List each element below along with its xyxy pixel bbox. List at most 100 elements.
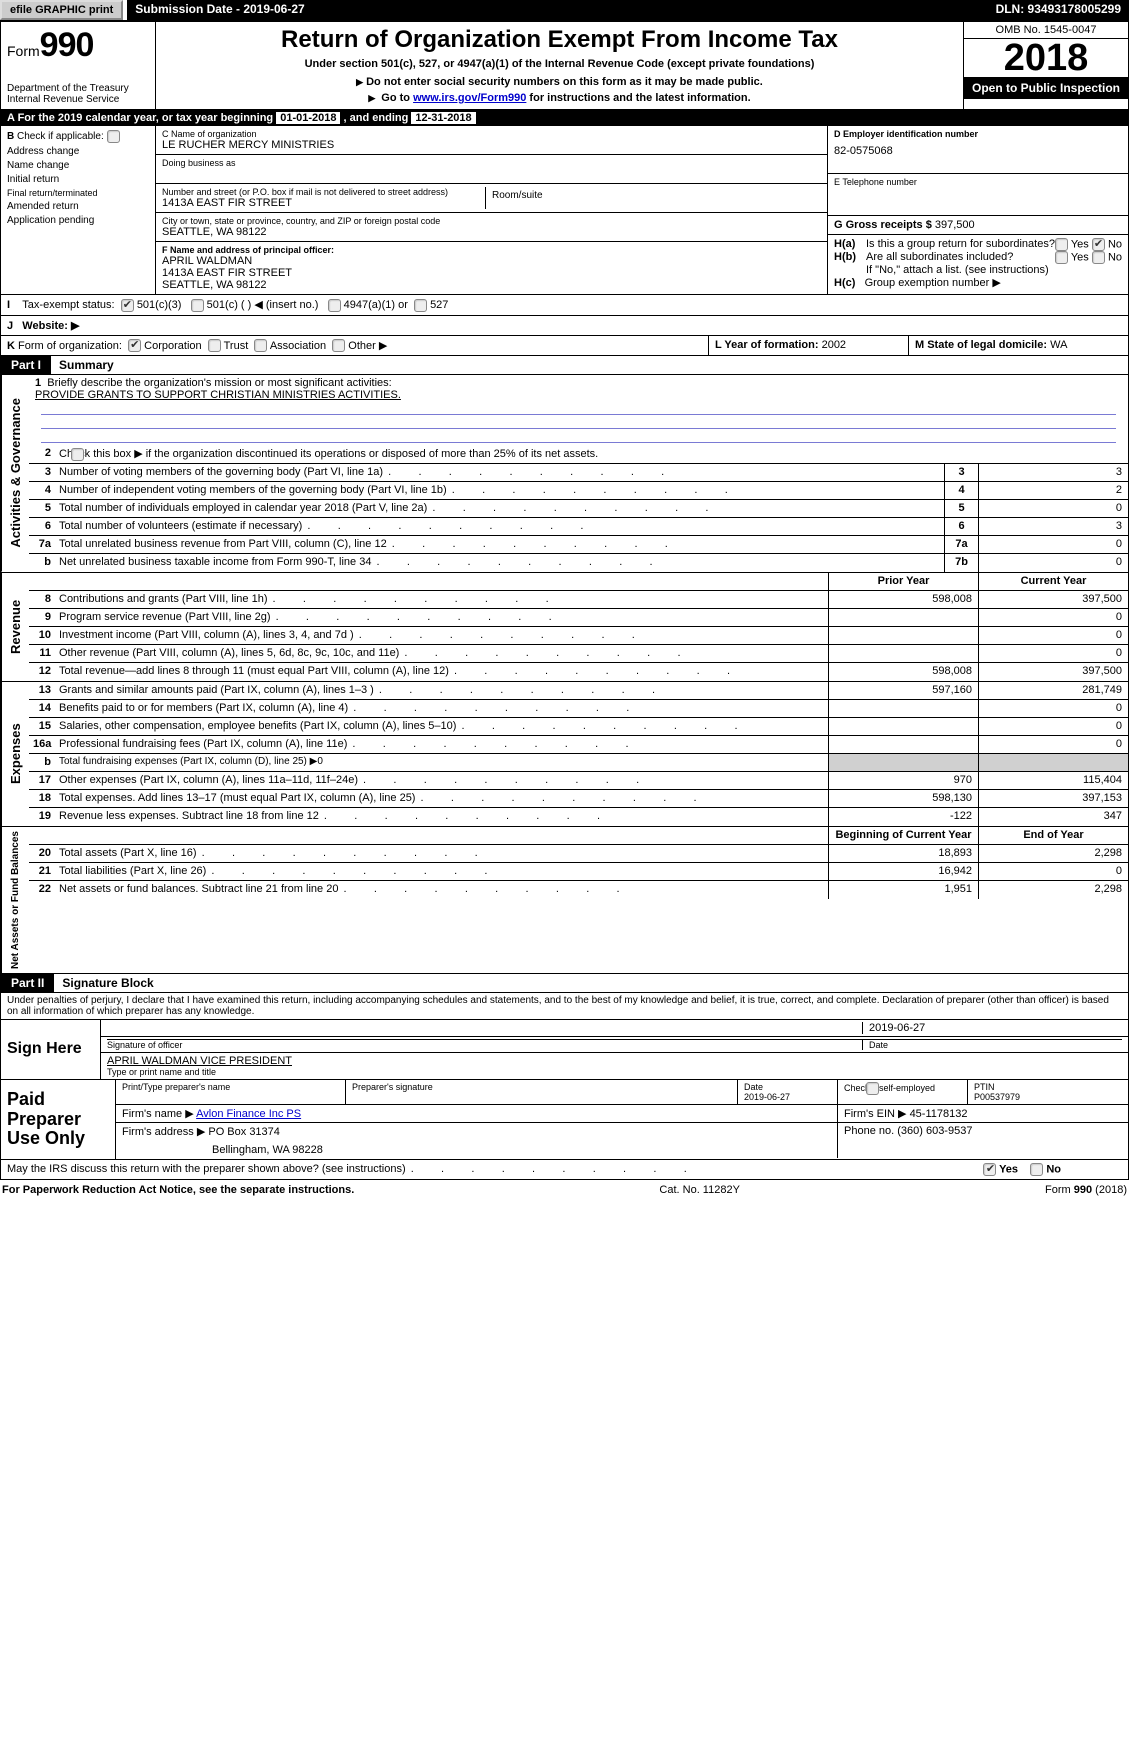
net-desc: Net assets or fund balances. Subtract li… <box>55 881 828 899</box>
K-o4-label: Other ▶ <box>348 340 387 352</box>
exp-cy: 0 <box>978 736 1128 753</box>
firm-name-link[interactable]: Avlon Finance Inc PS <box>196 1108 301 1120</box>
exp-cy <box>978 754 1128 771</box>
gov-num: 5 <box>29 500 55 517</box>
side-expenses: Expenses <box>1 682 29 826</box>
sig-officer-lbl: Signature of officer <box>107 1039 862 1050</box>
briefly-lbl: Briefly describe the organization's miss… <box>47 377 391 389</box>
net-cy: 2,298 <box>978 881 1128 899</box>
exp-cy: 0 <box>978 700 1128 717</box>
rev-py <box>828 627 978 644</box>
rowA-end: 12-31-2018 <box>411 112 475 124</box>
B-item-1[interactable]: Name change <box>7 160 149 171</box>
B-label: Check if applicable: <box>17 131 104 142</box>
side-netassets: Net Assets or Fund Balances <box>1 827 29 973</box>
I-o3-label: 4947(a)(1) or <box>344 299 408 311</box>
gov-row-7b: bNet unrelated business taxable income f… <box>29 554 1128 572</box>
firm-name-lbl: Firm's name ▶ <box>122 1108 194 1120</box>
cat-no: Cat. No. 11282Y <box>659 1184 740 1196</box>
Hb-yes-checkbox[interactable] <box>1055 251 1068 264</box>
tax-year: 2018 <box>964 39 1128 77</box>
row-I: I Tax-exempt status: 501(c)(3) 501(c) ( … <box>1 295 1128 316</box>
col-DH: D Employer identification number 82-0575… <box>828 126 1128 294</box>
gov-num: 4 <box>29 482 55 499</box>
Ha-no-checkbox[interactable] <box>1092 238 1105 251</box>
exp-py <box>828 700 978 717</box>
name-title-lbl: Type or print name and title <box>107 1067 1122 1077</box>
B-item-4-label: Amended return <box>7 201 79 212</box>
F-addr2: SEATTLE, WA 98122 <box>162 279 821 291</box>
col-CF: C Name of organization LE RUCHER MERCY M… <box>156 126 828 294</box>
B-item-0[interactable]: Address change <box>7 146 149 157</box>
col-end-year: End of Year <box>978 827 1128 844</box>
B-item-4[interactable]: Amended return <box>7 201 149 212</box>
exp-row-19: 19Revenue less expenses. Subtract line 1… <box>29 808 1128 826</box>
sig-date-val: 2019-06-27 <box>869 1022 1122 1034</box>
discuss-yes-checkbox[interactable] <box>983 1163 996 1176</box>
self-employed-checkbox[interactable] <box>866 1082 879 1095</box>
B-topcheck-icon[interactable] <box>107 130 120 143</box>
discuss-no-checkbox[interactable] <box>1030 1163 1043 1176</box>
I-501c3-checkbox[interactable] <box>121 299 134 312</box>
irs-link[interactable]: www.irs.gov/Form990 <box>413 92 526 104</box>
K-other-checkbox[interactable] <box>332 339 345 352</box>
net-py: 16,942 <box>828 863 978 880</box>
open-to-public: Open to Public Inspection <box>964 77 1128 99</box>
dln-label: DLN: 93493178005299 <box>988 0 1129 20</box>
gov-box: 5 <box>944 500 978 517</box>
rev-cy: 0 <box>978 645 1128 662</box>
B-item-3[interactable]: Final return/terminated <box>7 188 149 198</box>
p1-line1: 1 Briefly describe the organization's mi… <box>29 375 1128 445</box>
exp-row-18: 18Total expenses. Add lines 13–17 (must … <box>29 790 1128 808</box>
rowA-mid: , and ending <box>344 112 412 124</box>
I-4947-checkbox[interactable] <box>328 299 341 312</box>
C-city-lbl: City or town, state or province, country… <box>162 216 821 226</box>
net-header-row: Beginning of Current Year End of Year <box>29 827 1128 845</box>
I-o4-label: 527 <box>430 299 448 311</box>
B-item-5[interactable]: Application pending <box>7 215 149 226</box>
B-item-2[interactable]: Initial return <box>7 174 149 185</box>
form-title: Return of Organization Exempt From Incom… <box>164 26 955 54</box>
firm-ein-lbl: Firm's EIN ▶ <box>844 1108 907 1120</box>
paid-check-lbl: Check if self-employed <box>844 1083 935 1093</box>
ptin-val: P00537979 <box>974 1092 1122 1102</box>
gov-row-7a: 7aTotal unrelated business revenue from … <box>29 536 1128 554</box>
part-i-title: Summary <box>51 356 122 374</box>
gov-box: 7b <box>944 554 978 572</box>
Hb-no-checkbox[interactable] <box>1092 251 1105 264</box>
K-corp-checkbox[interactable] <box>128 339 141 352</box>
line2-checkbox[interactable] <box>71 448 84 461</box>
exp-num: 16a <box>29 736 55 753</box>
form-header: Form990 Department of the Treasury Inter… <box>0 20 1129 110</box>
exp-cy: 397,153 <box>978 790 1128 807</box>
paid-print-lbl: Print/Type preparer's name <box>122 1082 339 1092</box>
I-527-checkbox[interactable] <box>414 299 427 312</box>
C-name-val: LE RUCHER MERCY MINISTRIES <box>162 139 821 151</box>
exp-row-b: bTotal fundraising expenses (Part IX, co… <box>29 754 1128 772</box>
goto-pre: Go to <box>381 92 413 104</box>
E-lbl: E Telephone number <box>834 177 1122 187</box>
submission-date-label: Submission Date - 2019-06-27 <box>127 0 312 20</box>
rev-num: 8 <box>29 591 55 608</box>
F-cell: F Name and address of principal officer:… <box>156 242 827 294</box>
rev-num: 12 <box>29 663 55 681</box>
header-middle: Return of Organization Exempt From Incom… <box>156 22 963 109</box>
I-501c-checkbox[interactable] <box>191 299 204 312</box>
exp-num: 13 <box>29 682 55 699</box>
paid-row3: Firm's address ▶ PO Box 31374 Bellingham… <box>116 1123 1128 1158</box>
efile-graphic-print-btn[interactable]: efile GRAPHIC print <box>0 0 123 20</box>
net-cy: 2,298 <box>978 845 1128 862</box>
Hc-text: Group exemption number ▶ <box>865 277 1001 289</box>
exp-row-17: 17Other expenses (Part IX, column (A), l… <box>29 772 1128 790</box>
header-left: Form990 Department of the Treasury Inter… <box>1 22 156 109</box>
rev-cy: 0 <box>978 609 1128 626</box>
net-py: 18,893 <box>828 845 978 862</box>
paid-date-lbl: Date <box>744 1082 831 1092</box>
Ha-yes-checkbox[interactable] <box>1055 238 1068 251</box>
net-desc: Total assets (Part X, line 16) <box>55 845 828 862</box>
K-trust-checkbox[interactable] <box>208 339 221 352</box>
B-item-5-label: Application pending <box>7 215 94 226</box>
K-assoc-checkbox[interactable] <box>254 339 267 352</box>
row-KLM: K Form of organization: Corporation Trus… <box>1 336 1128 356</box>
form-footer: Form 990 (2018) <box>1045 1184 1127 1196</box>
